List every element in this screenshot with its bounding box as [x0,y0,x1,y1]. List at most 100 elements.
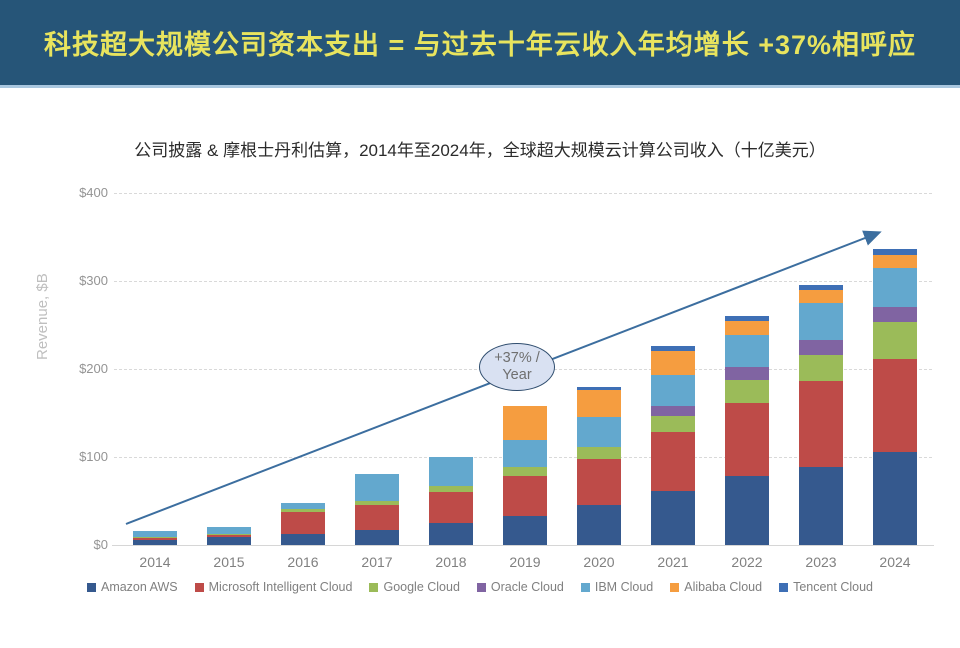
bar-2015 [207,527,251,545]
bar-segment [577,417,621,448]
bar-segment [503,406,547,441]
legend-swatch [476,582,486,592]
bar-segment [429,523,473,545]
legend-item: Amazon AWS [86,580,178,594]
bar-segment [799,289,843,304]
bar-segment [725,334,769,368]
bar-2024 [873,249,917,545]
legend-swatch [580,582,590,592]
title-banner: 科技超大规模公司资本支出 = 与过去十年云收入年均增长 +37%相呼应 [0,0,960,88]
bar-segment [577,505,621,545]
bar-segment [873,451,917,545]
bar-segment [355,504,399,531]
bar-2022 [725,316,769,545]
bar-segment [651,491,695,545]
bar-2023 [799,285,843,545]
growth-annotation-line2: Year [502,367,532,383]
legend-swatch [670,582,680,592]
bar-2019 [503,406,547,545]
x-tick-label: 2016 [287,554,319,570]
x-tick-label: 2021 [657,554,689,570]
bar-segment [873,321,917,360]
legend-item: Tencent Cloud [779,580,873,594]
y-tick-label: $300 [79,273,108,288]
bar-segment [577,447,621,459]
bar-segment [355,473,399,502]
bar-segment [133,537,177,540]
x-tick-label: 2015 [213,554,245,570]
gridline [114,193,932,194]
legend-item: Microsoft Intelligent Cloud [194,580,353,594]
bar-segment [725,367,769,380]
bar-2017 [355,473,399,545]
bar-segment [651,375,695,406]
legend-swatch [369,582,379,592]
bar-segment [503,440,547,467]
bar-segment [725,320,769,335]
bar-segment [873,254,917,268]
page-title: 科技超大规模公司资本支出 = 与过去十年云收入年均增长 +37%相呼应 [43,30,917,60]
legend-swatch [194,582,204,592]
legend-swatch [86,582,96,592]
y-tick-label: $0 [93,537,108,552]
y-tick-label: $200 [79,361,108,376]
x-tick-label: 2020 [583,554,615,570]
legend-item: Alibaba Cloud [670,580,762,594]
bar-segment [799,339,843,355]
bar-segment [281,533,325,545]
bar-segment [725,403,769,477]
bar-segment [873,267,917,307]
bar-segment [355,530,399,545]
bar-segment [577,390,621,418]
bar-segment [133,539,177,545]
growth-annotation-line1: +37% / [494,350,540,366]
bar-segment [207,537,251,545]
chart-subtitle: 公司披露 & 摩根士丹利估算，2014年至2024年，全球超大规模云计算公司收入… [134,141,826,160]
bar-segment [503,476,547,516]
x-tick-label: 2024 [879,554,911,570]
legend-item: Oracle Cloud [476,580,564,594]
gridline [114,281,932,282]
x-tick-label: 2022 [731,554,763,570]
bar-segment [799,466,843,545]
bar-segment [429,492,473,523]
bar-segment [873,306,917,322]
bar-segment [503,466,547,477]
legend-label: Microsoft Intelligent Cloud [208,580,353,594]
bar-2016 [281,502,325,545]
bar-segment [207,535,251,538]
legend-label: Alibaba Cloud [684,580,763,594]
bar-segment [503,515,547,545]
bar-2020 [577,386,621,545]
legend-item: IBM Cloud [580,580,654,594]
bar-segment [725,476,769,545]
legend: Amazon AWS Microsoft Intelligent Cloud Goo… [0,580,960,594]
bar-segment [725,379,769,404]
x-axis-line [112,545,934,546]
x-tick-label: 2019 [509,554,541,570]
x-tick-label: 2017 [361,554,393,570]
y-tick-label: $400 [79,185,108,200]
bar-segment [207,534,251,536]
legend-label: IBM Cloud [594,580,654,594]
bar-segment [133,537,177,538]
x-tick-label: 2018 [435,554,467,570]
legend-label: Amazon AWS [100,580,178,594]
bar-segment [799,354,843,382]
bar-segment [577,458,621,506]
legend-label: Google Cloud [383,580,460,594]
growth-annotation: +37% / Year [479,343,555,391]
bar-segment [651,350,695,376]
x-tick-label: 2014 [139,554,171,570]
x-tick-label: 2023 [805,554,837,570]
y-tick-label: $100 [79,449,108,464]
bar-segment [651,415,695,432]
bar-segment [799,303,843,340]
bar-segment [429,457,473,487]
bar-segment [873,249,917,255]
bar-segment [207,527,251,535]
bar-segment [873,359,917,452]
bar-segment [651,406,695,416]
